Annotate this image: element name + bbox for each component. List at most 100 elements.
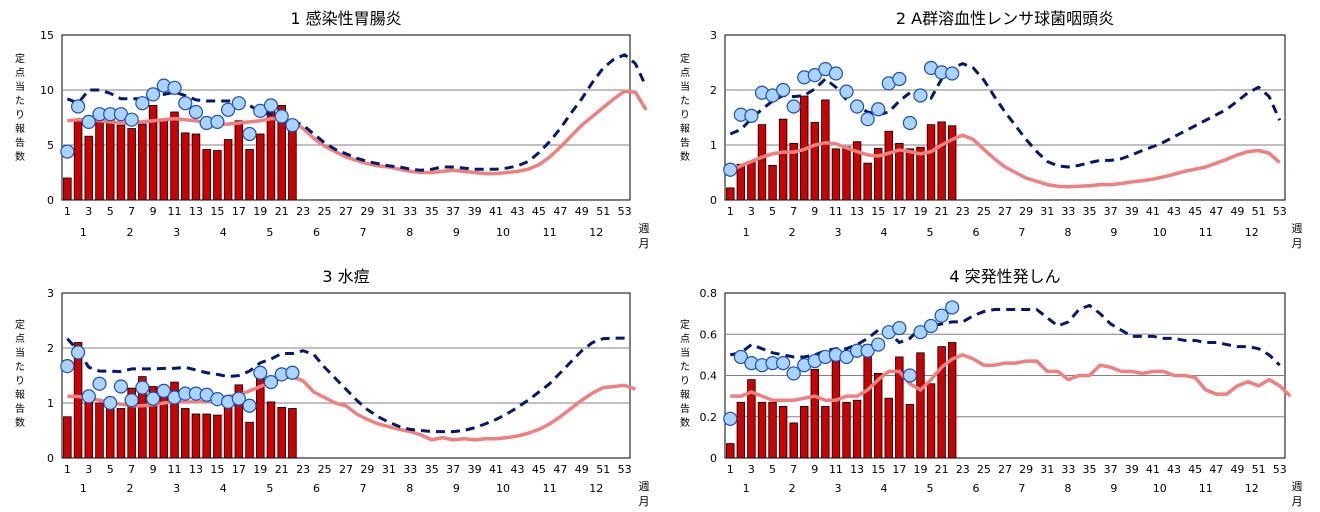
y-tick-label: 2 (710, 84, 717, 97)
x-unit-month: 月 (1292, 495, 1303, 508)
x-tick-label: 17 (892, 463, 906, 476)
x-tick-label: 51 (1252, 205, 1266, 218)
x-tick-label: 29 (360, 205, 374, 218)
x-tick-label: 27 (339, 205, 353, 218)
month-label: 6 (313, 226, 320, 239)
x-tick-label: 11 (168, 205, 182, 218)
bar (234, 384, 244, 459)
bar (810, 122, 820, 201)
month-label: 7 (360, 226, 367, 239)
x-tick-label: 35 (425, 463, 439, 476)
x-tick-label: 33 (403, 205, 417, 218)
x-unit-month: 月 (639, 237, 650, 250)
month-label: 9 (1110, 226, 1117, 239)
x-tick-label: 37 (1104, 205, 1118, 218)
x-tick-label: 35 (425, 205, 439, 218)
x-unit-week: 週 (1292, 480, 1303, 493)
month-label: 6 (313, 482, 320, 495)
marker-point (860, 112, 875, 127)
month-label: 8 (1064, 482, 1071, 495)
month-label: 11 (543, 226, 557, 239)
x-tick-label: 13 (850, 463, 864, 476)
bar (84, 135, 94, 201)
x-tick-label: 21 (935, 205, 949, 218)
bar (223, 139, 233, 201)
month-label: 1 (80, 226, 87, 239)
marker-point (210, 114, 225, 130)
y-axis-label-char: た (680, 95, 690, 107)
x-tick-label: 3 (748, 463, 755, 476)
marker-point (156, 383, 171, 398)
marker-point (92, 376, 107, 391)
month-label: 2 (127, 226, 134, 239)
bar (736, 401, 746, 459)
x-tick-label: 47 (1209, 463, 1223, 476)
bar (947, 125, 957, 201)
x-tick-label: 5 (107, 463, 114, 476)
y-tick-label: 5 (47, 139, 54, 152)
y-axis-label-char: り (15, 109, 25, 121)
y-axis-label-char: 報 (15, 389, 25, 401)
y-tick-label: 3 (47, 287, 54, 300)
x-tick-label: 51 (596, 205, 610, 218)
month-label: 3 (835, 226, 842, 239)
bar (202, 148, 211, 201)
marker-point (60, 144, 75, 159)
x-tick-label: 43 (510, 205, 524, 218)
marker-point (786, 99, 801, 114)
bar (191, 413, 201, 459)
bar (105, 119, 115, 201)
bar (937, 346, 946, 459)
bar (95, 121, 104, 201)
y-axis-label-char: 数 (15, 416, 25, 429)
y-tick-label: 0 (47, 452, 54, 465)
bar (726, 187, 735, 201)
plot-area (61, 292, 631, 459)
month-label: 3 (173, 482, 180, 495)
month-label: 4 (220, 482, 227, 495)
bar (159, 119, 169, 201)
bar (789, 142, 798, 201)
marker-point (744, 108, 759, 123)
y-axis-label-char: 数 (680, 416, 690, 429)
month-label: 5 (926, 482, 933, 495)
prev-season-line (66, 53, 648, 172)
bar (874, 147, 883, 201)
x-tick-label: 19 (913, 205, 927, 218)
x-tick-label: 43 (1167, 463, 1181, 476)
marker-point (807, 68, 822, 83)
x-tick-label: 27 (998, 463, 1012, 476)
x-tick-label: 19 (253, 205, 267, 218)
x-tick-label: 23 (296, 463, 310, 476)
y-axis-label-char: 点 (15, 333, 25, 345)
month-label: 7 (1018, 226, 1025, 239)
marker-point (135, 96, 150, 111)
bar (852, 141, 862, 201)
x-tick-label: 13 (189, 463, 203, 476)
y-axis-label: 定点当たり報告数 (680, 52, 690, 163)
x-tick-label: 33 (1061, 463, 1075, 476)
marker-point (242, 398, 257, 413)
x-tick-label: 37 (1104, 463, 1118, 476)
x-tick-label: 13 (850, 205, 864, 218)
month-label: 2 (127, 482, 134, 495)
y-tick-label: 3 (710, 29, 717, 42)
x-tick-label: 19 (913, 463, 927, 476)
marker-point (723, 411, 738, 426)
y-axis-label: 定点当たり報告数 (15, 52, 25, 163)
x-tick-label: 3 (748, 205, 755, 218)
bar (116, 408, 126, 459)
marker-point (913, 325, 928, 340)
month-label: 12 (1245, 482, 1259, 495)
marker-point (892, 71, 907, 87)
x-tick-label: 25 (318, 463, 332, 476)
x-tick-label: 35 (1083, 463, 1097, 476)
marker-point (124, 112, 139, 127)
chart-title: 1 感染性胃腸炎 (290, 9, 401, 28)
marker-point (135, 380, 150, 395)
x-tick-label: 41 (489, 463, 503, 476)
bar (905, 148, 915, 201)
